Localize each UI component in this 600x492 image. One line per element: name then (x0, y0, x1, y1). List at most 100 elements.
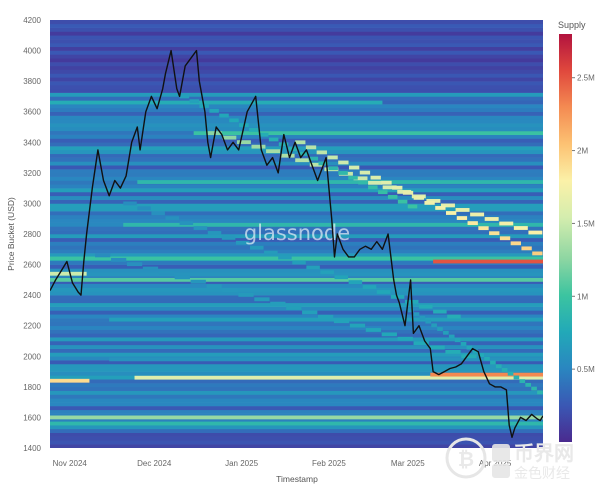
heatmap-diagonal-cell (425, 319, 432, 324)
heatmap-row (50, 333, 543, 338)
heatmap-row (50, 188, 543, 193)
heatmap-diagonal-cell (295, 140, 306, 145)
y-tick-label: 3800 (23, 77, 41, 86)
heatmap-row (50, 88, 543, 93)
y-axis-title: Price Bucket (USD) (6, 197, 16, 271)
heatmap-row (50, 314, 543, 319)
colorbar-tick-label: 2M (577, 147, 588, 156)
bitcoin-logo-icon (445, 437, 487, 479)
heatmap-diagonal-cell (209, 108, 219, 113)
heatmap-diagonal-cell (531, 386, 537, 391)
heatmap-row (50, 104, 543, 109)
heatmap-diagonal-cell (222, 288, 238, 293)
heatmap-row (50, 92, 543, 97)
heatmap-diagonal-cell (250, 245, 264, 250)
heatmap-diagonal-cell (327, 155, 338, 160)
heatmap-diagonal-cell (433, 309, 447, 314)
heatmap-diagonal-cell (543, 394, 549, 398)
heatmap-diagonal-cell (280, 153, 295, 158)
heatmap-diagonal-cell (251, 144, 266, 149)
heatmap-diagonal-cell (333, 319, 350, 324)
heatmap-diagonal-cell (499, 221, 514, 226)
heatmap-band (50, 415, 543, 420)
heatmap-row (50, 81, 543, 86)
heatmap-diagonal-cell (206, 284, 222, 289)
heatmap-row (50, 253, 543, 258)
heatmap-band (50, 378, 90, 383)
heatmap-diagonal-cell (306, 265, 320, 270)
heatmap-diagonal-cell (189, 99, 200, 104)
heatmap-row (50, 390, 543, 395)
y-tick-label: 4000 (23, 47, 41, 56)
heatmap-row (50, 371, 543, 376)
heatmap-row (50, 199, 543, 204)
heatmap-row (50, 249, 543, 254)
site-logo: ₿ 币界网 金色财经 (445, 437, 574, 482)
heatmap-row (50, 291, 543, 296)
heatmap-diagonal-cell (358, 180, 368, 185)
heatmap-diagonal-cell (95, 253, 111, 258)
heatmap-highlight-bands (50, 100, 543, 426)
heatmap-diagonal-cell (295, 158, 310, 163)
x-tick-label: Mar 2025 (391, 459, 425, 468)
x-axis-title: Timestamp (276, 474, 318, 484)
heatmap-row (50, 379, 543, 384)
heatmap-band (137, 180, 543, 184)
colorbar-tick-label: 2.5M (577, 74, 595, 83)
heatmap-diagonal-cell (286, 306, 302, 310)
heatmap-diagonal-cell (413, 312, 420, 317)
y-tick-label: 1600 (23, 413, 41, 422)
heatmap-row (50, 367, 543, 372)
heatmap-diagonal-cell (466, 345, 473, 350)
heatmap-diagonal-cell (309, 162, 324, 167)
heatmap-diagonal-cell (174, 275, 190, 280)
heatmap-row (50, 165, 543, 170)
heatmap-row (50, 383, 543, 388)
heatmap-diagonal-cell (407, 308, 414, 313)
logo-block-icon (492, 464, 510, 478)
heatmap-band (109, 317, 543, 322)
heatmap-diagonal-cell (142, 266, 159, 271)
heatmap-band (193, 131, 543, 136)
heatmap-diagonal-cell (484, 356, 490, 361)
heatmap-diagonal-cell (460, 342, 467, 346)
heatmap-band (433, 259, 543, 264)
heatmap-row (50, 65, 543, 70)
heatmap-row (50, 302, 543, 307)
heatmap-diagonal-cell (308, 156, 319, 161)
heatmap-diagonal-cell (501, 368, 508, 372)
heatmap-row (50, 46, 543, 51)
heatmap-diagonal-cell (368, 180, 383, 185)
heatmap-row (50, 234, 543, 239)
heatmap-diagonal-cell (378, 190, 388, 195)
heatmap-diagonal-cell (543, 235, 557, 239)
y-tick-label: 2600 (23, 261, 41, 270)
heatmap-diagonal-cell (484, 217, 499, 221)
heatmap-row (50, 329, 543, 334)
price-line (50, 49, 543, 438)
heatmap-diagonal-cell (258, 132, 269, 137)
y-tick-label: 4200 (23, 16, 41, 25)
heatmap-row (50, 341, 543, 346)
heatmap-diagonal-cell (338, 171, 348, 175)
heatmap-diagonal-cell (431, 323, 437, 328)
colorbar-title: Supply (558, 20, 586, 30)
y-tick-label: 3200 (23, 169, 41, 178)
heatmap-diagonal-cell (349, 323, 366, 328)
heatmap-diagonal-cell (110, 257, 127, 262)
heatmap-diagonal-cell (137, 206, 151, 211)
heatmap-row (50, 73, 543, 78)
heatmap-row (50, 153, 543, 158)
heatmap-diagonal-cell (447, 314, 461, 319)
heatmap-diagonal-cell (543, 257, 553, 261)
heatmap-diagonal-cell (513, 375, 520, 380)
heatmap-diagonal-cell (348, 175, 358, 180)
heatmap-diagonal-cell (413, 341, 429, 346)
heatmap-diagonal-cell (445, 349, 461, 354)
heatmap-diagonal-cell (165, 216, 180, 221)
heatmap-diagonal-cell (219, 113, 229, 118)
heatmap-diagonal-cell (525, 382, 531, 387)
heatmap-row (50, 237, 543, 242)
y-tick-label: 1800 (23, 383, 41, 392)
heatmap-row (50, 409, 543, 414)
